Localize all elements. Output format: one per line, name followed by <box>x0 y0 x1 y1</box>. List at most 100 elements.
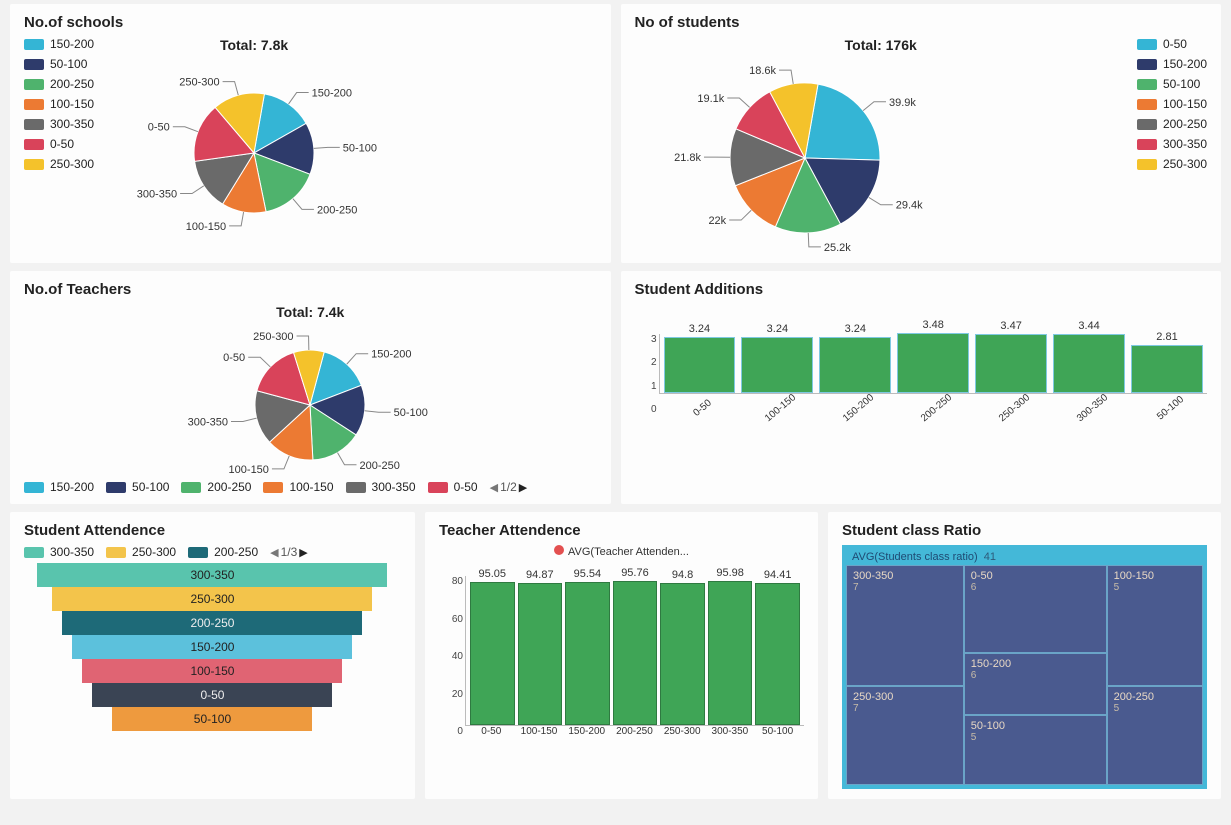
schools-card: No.of schools 150-200 50-100 200-250 100-15… <box>10 4 611 263</box>
bar[interactable]: 95.76 <box>613 581 658 725</box>
dot-icon <box>554 545 564 555</box>
schools-pie[interactable]: 150-20050-100200-250100-150300-3500-5025… <box>104 53 404 243</box>
funnel-segment[interactable]: 0-50 <box>92 683 332 707</box>
additions-title: Student Additions <box>635 281 1208 298</box>
students-title: No of students <box>635 14 1208 31</box>
legend-item[interactable]: 0-50 <box>428 480 478 494</box>
legend-item[interactable]: 150-200 <box>24 37 94 51</box>
schools-title: No.of schools <box>24 14 597 31</box>
pie-label: 0-50 <box>223 352 245 364</box>
pie-label: 300-350 <box>188 416 228 428</box>
pie-label: 22k <box>708 215 726 227</box>
legend-item[interactable]: 100-150 <box>24 97 94 111</box>
pie-label: 150-200 <box>312 88 352 100</box>
pie-label: 50-100 <box>343 142 377 154</box>
ratio-header: AVG(Students class ratio) 41 <box>846 549 1203 565</box>
teachers-title: No.of Teachers <box>24 281 597 298</box>
funnel-segment[interactable]: 150-200 <box>72 635 352 659</box>
legend-item[interactable]: 0-50 <box>24 137 94 151</box>
next-icon[interactable]: ▶ <box>299 546 307 559</box>
legend-item[interactable]: 0-50 <box>1137 37 1207 51</box>
funnel-segment[interactable]: 50-100 <box>112 707 312 731</box>
prev-icon[interactable]: ◀ <box>490 481 498 494</box>
legend-pager[interactable]: ◀ 1/2 ▶ <box>490 480 528 494</box>
next-icon[interactable]: ▶ <box>519 481 527 494</box>
teachers-legend: 150-200 50-100 200-250 100-150 300-350 0-50 ◀ … <box>24 480 597 494</box>
pie-label: 50-100 <box>394 407 428 419</box>
bar[interactable]: 95.05 <box>470 582 515 725</box>
legend-item[interactable]: 100-150 <box>1137 97 1207 111</box>
students-legend: 0-50 150-200 50-100 100-150 200-250 300-350 25… <box>1137 37 1207 171</box>
treemap-cell[interactable]: 150-2006 <box>964 653 1107 715</box>
pie-label: 100-150 <box>229 464 269 476</box>
teacher-att-yticks: 806040200 <box>443 576 463 737</box>
legend-item[interactable]: 150-200 <box>24 480 94 494</box>
student-att-card: Student Attendence 300-350250-300200-250… <box>10 512 415 799</box>
teachers-card: No.of Teachers Total: 7.4k 150-200 50-100… <box>10 271 611 504</box>
pie-label: 39.9k <box>888 97 915 109</box>
students-card: No of students Total: 176k 39.9k 29.4k 25.… <box>621 4 1222 263</box>
bar[interactable]: 95.54 <box>565 582 610 725</box>
legend-item[interactable]: 200-250 <box>1137 117 1207 131</box>
pie-label: 25.2k <box>823 242 850 253</box>
pie-label: 19.1k <box>697 93 724 105</box>
funnel-segment[interactable]: 200-250 <box>62 611 362 635</box>
schools-legend: 150-200 50-100 200-250 100-150 300-350 0-50 25… <box>24 37 94 171</box>
funnel-segment[interactable]: 300-350 <box>37 563 387 587</box>
pie-label: 250-300 <box>253 331 293 343</box>
legend-item[interactable]: 200-250 <box>181 480 251 494</box>
students-total: Total: 176k <box>635 37 1127 53</box>
teacher-att-xlabels: 0-50100-150150-200200-250250-300300-3505… <box>465 726 804 737</box>
teachers-pie[interactable]: 150-20050-100200-250100-150300-3500-5025… <box>150 320 470 480</box>
bar[interactable]: 94.41 <box>755 583 800 725</box>
ratio-title: Student class Ratio <box>842 522 1207 539</box>
legend-item[interactable]: 300-350 <box>24 117 94 131</box>
pie-label: 29.4k <box>895 200 922 212</box>
legend-item[interactable]: 200-250 <box>24 77 94 91</box>
pie-label: 18.6k <box>749 65 776 77</box>
additions-card: Student Additions 3210 3.243.243.243.483… <box>621 271 1222 504</box>
treemap-cell[interactable]: 300-3507 <box>846 565 964 686</box>
teacher-att-bars[interactable]: 95.0594.8795.5495.7694.895.9894.41 <box>465 576 804 726</box>
ratio-treemap[interactable]: AVG(Students class ratio) 41 300-3507250… <box>842 545 1207 789</box>
funnel-segment[interactable]: 100-150 <box>82 659 342 683</box>
schools-total: Total: 7.8k <box>104 37 404 53</box>
ratio-cells: 300-3507250-30070-506150-200650-1005100-… <box>846 565 1203 785</box>
treemap-cell[interactable]: 250-3007 <box>846 686 964 785</box>
additions-bars[interactable]: 3.243.243.243.483.473.442.81 <box>659 334 1208 394</box>
students-pie[interactable]: 39.9k 29.4k 25.2k 22k 21.8k 19.1k 18.6k <box>635 53 995 253</box>
legend-item[interactable]: 200-250 <box>188 545 258 559</box>
bar[interactable]: 94.8 <box>660 583 705 725</box>
bar[interactable]: 94.87 <box>518 583 563 725</box>
bar[interactable]: 95.98 <box>708 581 753 725</box>
legend-item[interactable]: 100-150 <box>263 480 333 494</box>
funnel-segment[interactable]: 250-300 <box>52 587 372 611</box>
student-att-legend: 300-350 250-300 200-250 ◀ 1/3 ▶ <box>24 545 401 559</box>
legend-item[interactable]: 300-350 <box>346 480 416 494</box>
legend-item[interactable]: 250-300 <box>1137 157 1207 171</box>
legend-item[interactable]: 250-300 <box>24 157 94 171</box>
legend-item[interactable]: 150-200 <box>1137 57 1207 71</box>
treemap-cell[interactable]: 100-1505 <box>1107 565 1203 686</box>
treemap-cell[interactable]: 0-506 <box>964 565 1107 653</box>
additions-xlabels: 0-50100-150150-200200-250250-300300-3505… <box>659 394 1208 415</box>
legend-item[interactable]: 250-300 <box>106 545 176 559</box>
pie-label: 21.8k <box>674 152 701 164</box>
additions-yticks: 3210 <box>637 334 657 415</box>
legend-pager[interactable]: ◀ 1/3 ▶ <box>270 545 308 559</box>
teacher-att-legend: AVG(Teacher Attenden... <box>439 545 804 558</box>
treemap-cell[interactable]: 50-1005 <box>964 715 1107 785</box>
student-att-title: Student Attendence <box>24 522 401 539</box>
legend-item[interactable]: 50-100 <box>24 57 94 71</box>
legend-item[interactable]: 300-350 <box>1137 137 1207 151</box>
prev-icon[interactable]: ◀ <box>270 546 278 559</box>
teachers-total: Total: 7.4k <box>150 304 470 320</box>
treemap-cell[interactable]: 200-2505 <box>1107 686 1203 785</box>
legend-item[interactable]: 50-100 <box>106 480 169 494</box>
pie-label: 300-350 <box>137 189 177 201</box>
ratio-card: Student class Ratio AVG(Students class r… <box>828 512 1221 799</box>
teacher-att-card: Teacher Attendence AVG(Teacher Attenden.… <box>425 512 818 799</box>
legend-item[interactable]: 50-100 <box>1137 77 1207 91</box>
student-att-funnel[interactable]: 300-350250-300200-250150-200100-1500-505… <box>24 563 401 731</box>
legend-item[interactable]: 300-350 <box>24 545 94 559</box>
